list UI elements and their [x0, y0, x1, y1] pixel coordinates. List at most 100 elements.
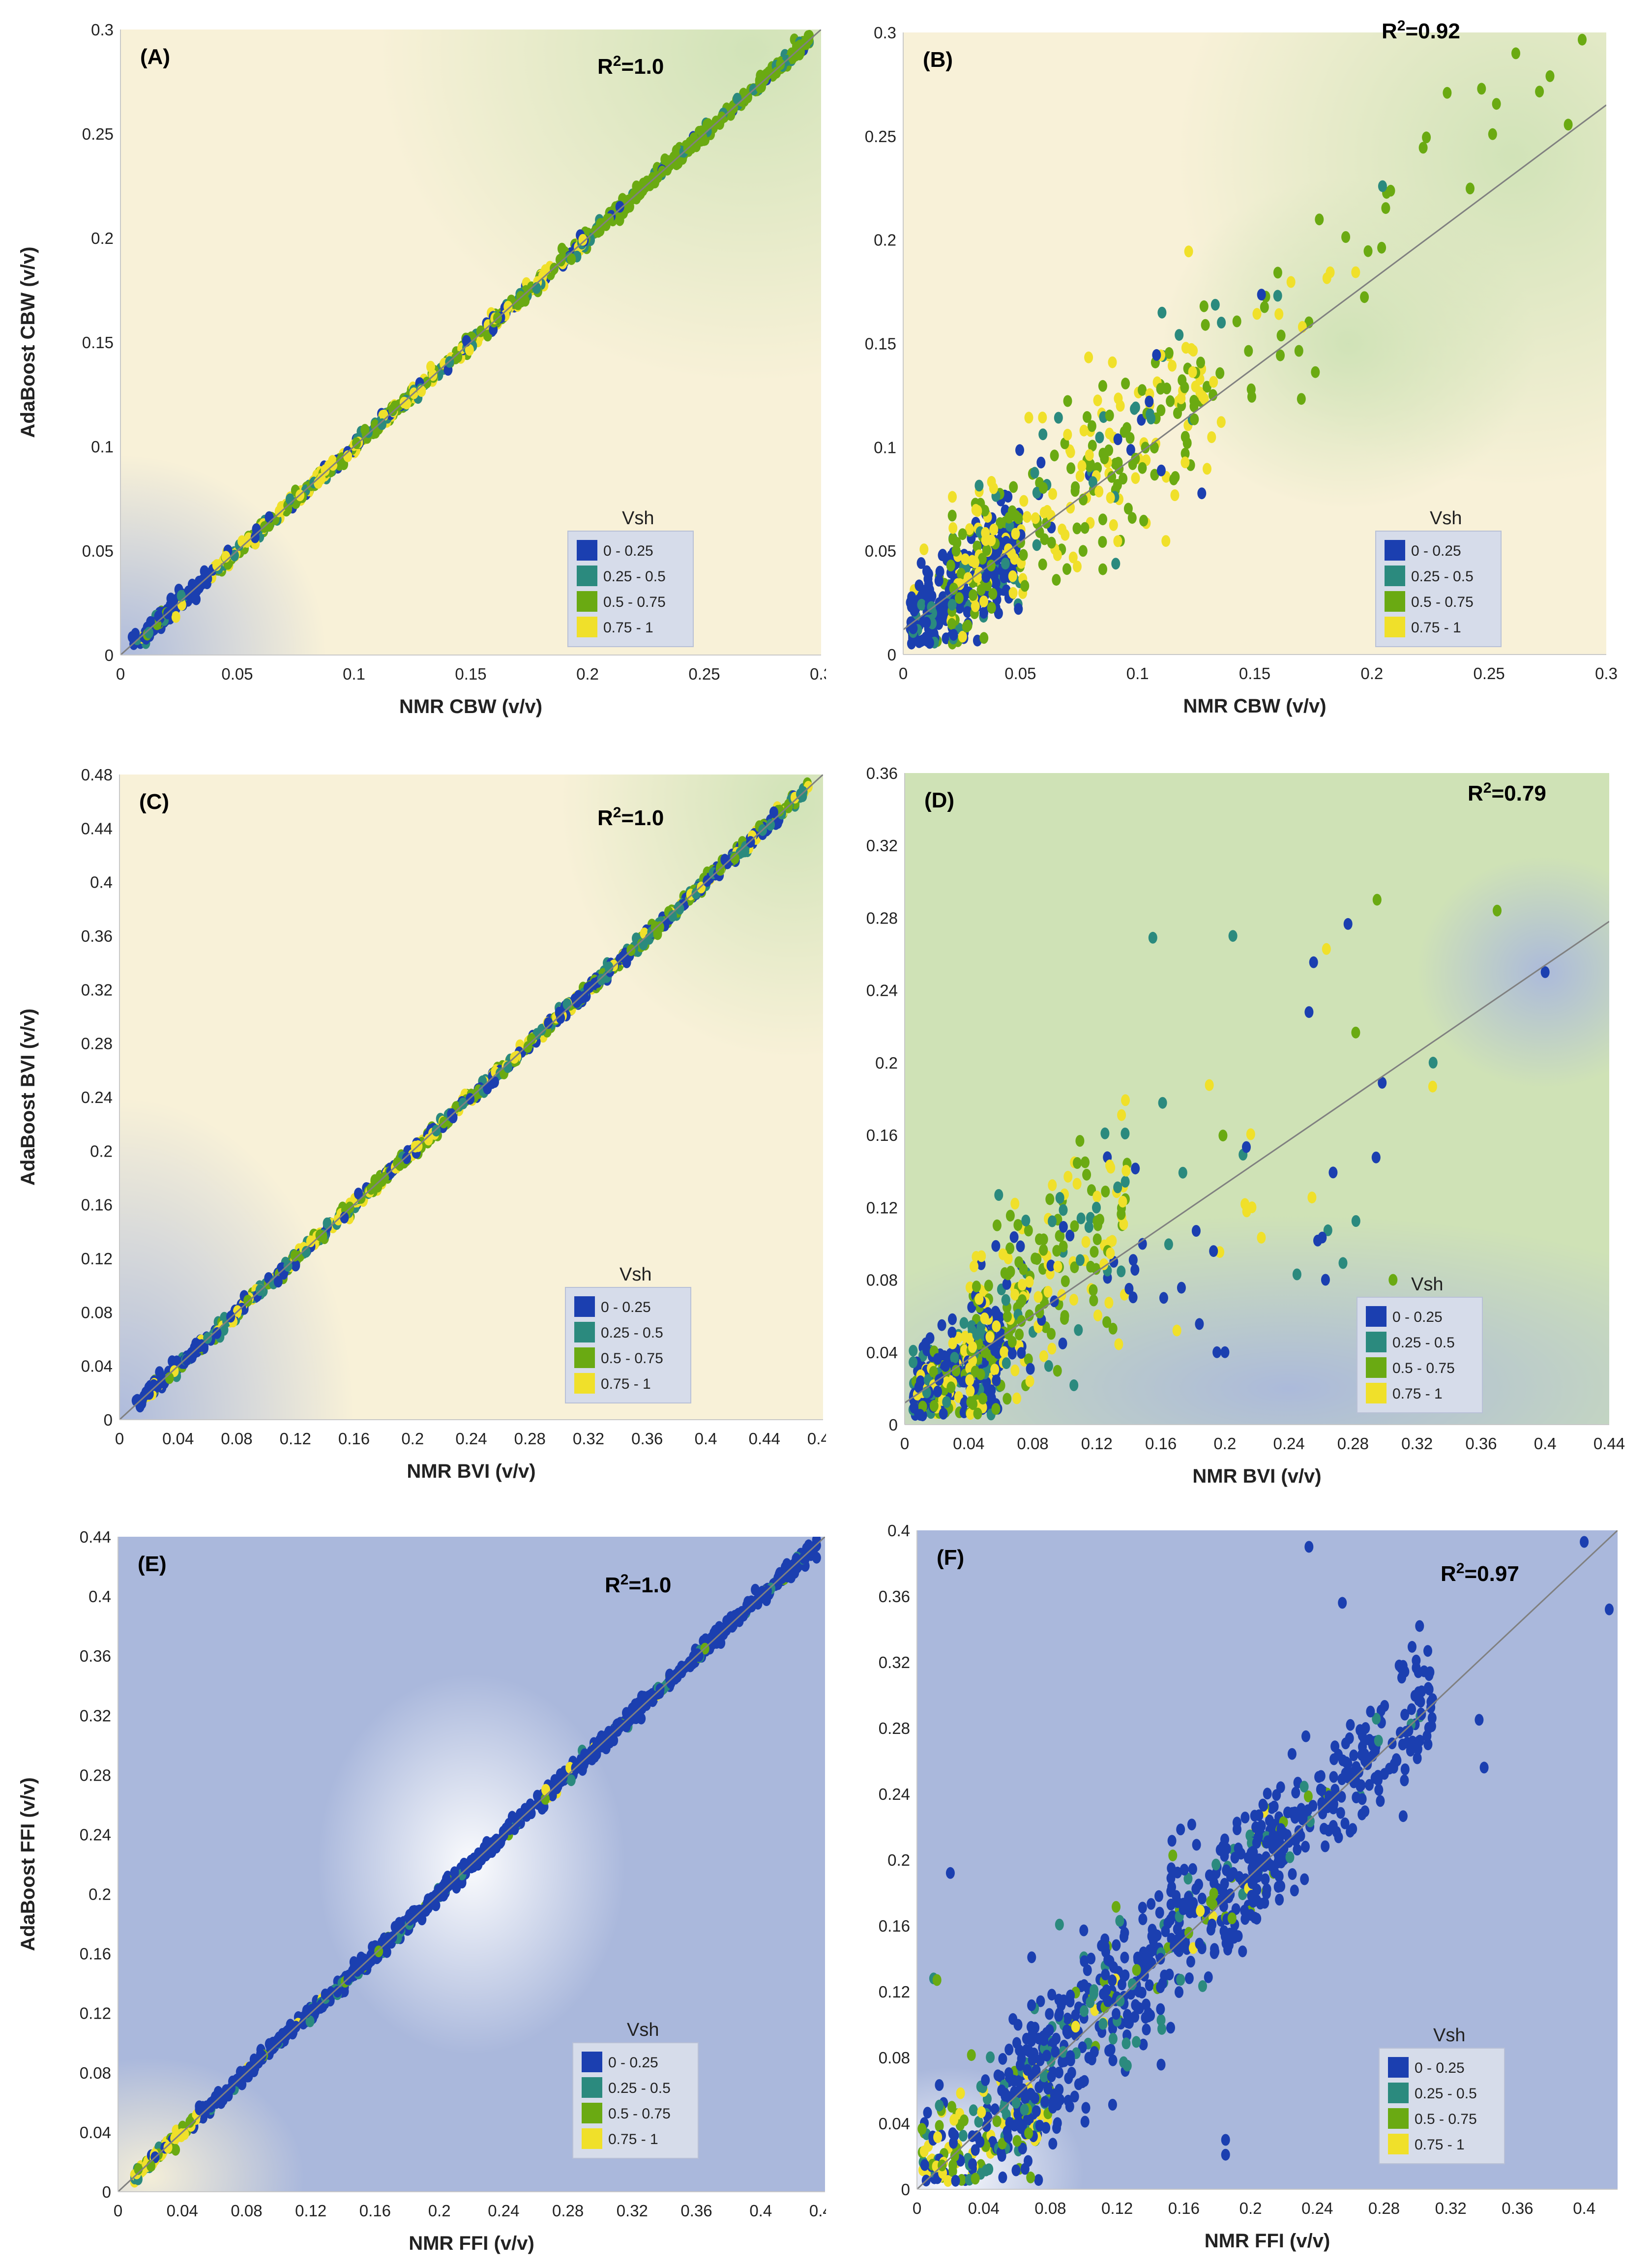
scatter-point [1052, 2032, 1061, 2045]
scatter-point [323, 1217, 332, 1229]
panel-label: (C) [139, 790, 169, 814]
scatter-point [922, 617, 931, 628]
scatter-point [1089, 1294, 1098, 1307]
x-tick-label: 0.15 [455, 665, 486, 683]
scatter-point [212, 1327, 222, 1339]
scatter-point [1121, 2037, 1131, 2050]
scatter-point [1026, 2087, 1035, 2100]
scatter-point [733, 92, 742, 105]
scatter-point [985, 1331, 995, 1343]
scatter-point [1053, 1260, 1062, 1273]
scatter-point [1051, 2046, 1060, 2058]
scatter-point [1011, 528, 1020, 540]
scatter-point [1217, 317, 1226, 328]
y-tick-label: 0.28 [866, 909, 898, 927]
legend-swatch [1366, 1383, 1386, 1403]
scatter-point [1545, 70, 1555, 82]
scatter-point [1276, 1823, 1286, 1835]
scatter-point [1001, 2087, 1010, 2100]
scatter-point [909, 622, 918, 634]
scatter-point [1196, 1905, 1205, 1917]
scatter-point [1143, 1960, 1152, 1972]
scatter-point [934, 574, 944, 587]
scatter-point [1054, 2010, 1063, 2022]
scatter-point [1101, 1968, 1110, 1981]
scatter-point [982, 2120, 991, 2132]
scatter-point [1228, 930, 1238, 942]
scatter-point [1034, 2174, 1043, 2186]
y-tick-label: 0.2 [875, 1054, 898, 1072]
scatter-point [1055, 1918, 1064, 1931]
x-tick-label: 0.44 [1593, 1434, 1625, 1453]
panel-f: 0 0.04 0.08 0.12 0.16 0.2 0.24 0.28 0.32 0.36 0.40… [879, 1521, 1618, 2252]
scatter-point [1011, 510, 1021, 522]
scatter-point [998, 2171, 1007, 2183]
background-shade [119, 1097, 354, 1420]
scatter-point [557, 242, 566, 255]
y-tick-label: 0.05 [82, 542, 114, 560]
scatter-point [1106, 492, 1115, 504]
scatter-point [973, 1407, 982, 1420]
scatter-point [1086, 1212, 1095, 1224]
scatter-point [1064, 2072, 1073, 2084]
scatter-point [194, 1339, 203, 1351]
scatter-point [1066, 1989, 1075, 2001]
scatter-point [1059, 1221, 1068, 1233]
scatter-point [1298, 1812, 1308, 1824]
scatter-point [1418, 142, 1428, 154]
y-tick-label: 0.32 [866, 836, 898, 855]
scatter-point [914, 1381, 923, 1393]
scatter-point [1314, 1771, 1324, 1783]
scatter-point [1176, 1823, 1185, 1836]
scatter-point [935, 2099, 944, 2112]
scatter-point [1121, 1164, 1131, 1177]
scatter-point [317, 473, 326, 485]
scatter-point [968, 1341, 977, 1353]
legend-title: Vsh [620, 1264, 651, 1285]
scatter-point [1292, 1268, 1301, 1281]
y-axis-label: AdaBoost CBW (v/v) [17, 247, 39, 438]
scatter-point [919, 543, 929, 556]
scatter-point [959, 2114, 969, 2126]
x-tick-label: 0.15 [1239, 664, 1270, 683]
scatter-point [1398, 1810, 1408, 1822]
scatter-point [1412, 1654, 1421, 1667]
scatter-point [290, 1250, 299, 1262]
legend-swatch [582, 2077, 602, 2098]
scatter-point [997, 2150, 1006, 2162]
scatter-point [1372, 894, 1382, 906]
x-tick-label: 0.36 [631, 1430, 663, 1448]
scatter-point [1047, 1989, 1057, 2001]
scatter-point [527, 1033, 536, 1045]
scatter-point [1400, 1763, 1410, 1775]
scatter-point [974, 479, 984, 492]
scatter-point [996, 2070, 1005, 2083]
scatter-point [1183, 1873, 1193, 1885]
scatter-point [503, 1061, 512, 1073]
scatter-point [1388, 1274, 1398, 1286]
legend-swatch [582, 2052, 602, 2072]
legend-swatch [1385, 591, 1405, 612]
scatter-point [915, 1409, 925, 1421]
scatter-point [1406, 1745, 1415, 1757]
scatter-point [933, 1385, 942, 1398]
scatter-point [367, 1954, 376, 1966]
scatter-point [250, 531, 260, 543]
background-shade [559, 775, 823, 1060]
y-tick-label: 0.4 [90, 873, 113, 892]
scatter-point [1016, 1240, 1025, 1252]
scatter-point [1259, 1800, 1268, 1812]
scatter-point [1374, 1784, 1384, 1796]
scatter-point [1080, 2005, 1089, 2017]
scatter-point [1073, 1157, 1082, 1169]
x-tick-label: 0.2 [1213, 1434, 1236, 1453]
panel-label: (A) [140, 45, 170, 69]
scatter-point [1293, 1844, 1302, 1856]
scatter-point [1126, 444, 1135, 456]
legend-entry: 0 - 0.25 [601, 1299, 651, 1315]
scatter-point [974, 1293, 984, 1305]
scatter-point [922, 565, 931, 577]
scatter-point [1083, 411, 1092, 423]
